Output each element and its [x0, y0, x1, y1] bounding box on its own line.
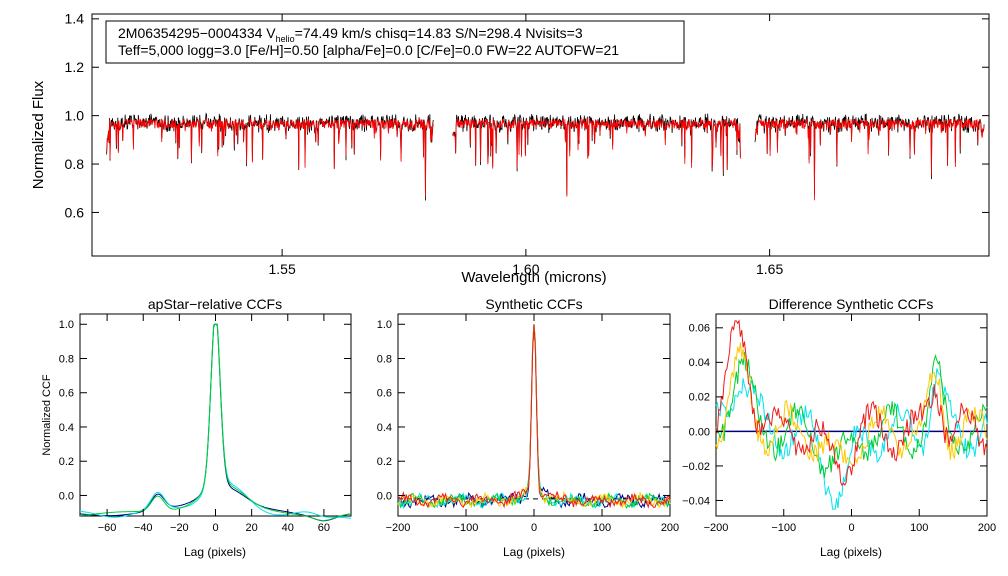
spectrum-y-tick-label: 1.4: [65, 11, 85, 27]
spectrum-y-tick-label: 0.8: [65, 156, 85, 172]
difference-y-tick-label: −0.04: [682, 495, 710, 507]
synthetic-series-5: [397, 324, 671, 509]
synthetic-series-4: [397, 324, 671, 509]
spectrum-axis-ticks: 1.55 1.60 1.65 0.6 0.8 1.0 1.2 1.4: [65, 11, 989, 277]
apstar-series-3: [79, 323, 352, 521]
spectrum-panel: 1.55 1.60 1.65 0.6 0.8 1.0 1.2 1.4 2M06354295−0…: [30, 11, 990, 286]
apstar-axis-ticks: −60 −40 −20 0 20 40 60 0.0 0.2 0.4 0.6 0.8 1.0: [59, 314, 351, 534]
apstar-x-tick-label: 20: [246, 522, 258, 534]
apstar-series-1: [79, 323, 352, 522]
synthetic-series-group: [397, 324, 671, 510]
synthetic-x-tick-label: −100: [454, 522, 479, 534]
apstar-plot-frame: [79, 313, 352, 517]
spectrum-plot-frame: [91, 13, 990, 257]
synthetic-x-tick-label: 0: [531, 522, 537, 534]
difference-axis-ticks: −200 −100 0 100 200 −0.04 −0.02 0.00 0.02 0.04 0.0…: [682, 314, 996, 534]
difference-y-tick-label: 0.00: [689, 426, 710, 438]
synthetic-x-tick-label: 100: [593, 522, 611, 534]
synthetic-title: Synthetic CCFs: [485, 296, 582, 312]
difference-x-tick-label: −100: [771, 522, 796, 534]
apstar-title: apStar−relative CCFs: [148, 296, 282, 312]
apstar-y-tick-label: 0.6: [59, 388, 74, 400]
apstar-x-axis-label: Lag (pixels): [184, 545, 246, 559]
difference-x-tick-label: 200: [978, 522, 996, 534]
spectrum-x-tick-label: 1.55: [269, 261, 296, 277]
difference-x-tick-label: 100: [910, 522, 928, 534]
synthetic-x-axis-label: Lag (pixels): [503, 545, 565, 559]
difference-y-tick-label: 0.06: [689, 323, 710, 335]
synthetic-axis-ticks: −200 −100 0 100 200 0.0 0.2 0.4 0.6 0.8 1.0: [377, 314, 679, 534]
apstar-x-tick-label: −40: [134, 522, 153, 534]
synthetic-y-tick-label: 0.0: [377, 490, 392, 502]
difference-y-tick-label: 0.02: [689, 392, 710, 404]
synthetic-fit-line-chip-2: [452, 118, 741, 197]
info-line-2: Teff=5,000 logg=3.0 [Fe/H]=0.50 [alpha/F…: [118, 42, 619, 58]
synthetic-y-tick-label: 0.2: [377, 456, 392, 468]
synthetic-y-tick-label: 0.8: [377, 353, 392, 365]
difference-plot-frame: [715, 313, 988, 517]
synthetic-x-tick-label: −200: [386, 522, 411, 534]
spectrum-y-tick-label: 0.6: [65, 204, 85, 220]
synthetic-y-tick-label: 0.6: [377, 388, 392, 400]
apstar-x-tick-label: −60: [98, 522, 117, 534]
difference-series-5: [715, 319, 988, 487]
spectrum-x-axis-label: Wavelength (microns): [461, 269, 606, 286]
difference-series-group: [715, 319, 988, 510]
spectrum-y-axis-label: Normalized Flux: [30, 80, 47, 189]
apstar-x-tick-label: −20: [170, 522, 189, 534]
apstar-y-tick-label: 1.0: [59, 319, 74, 331]
synthetic-series-3: [397, 324, 671, 509]
apstar-x-tick-label: 0: [212, 522, 218, 534]
apstar-x-tick-label: 60: [318, 522, 330, 534]
spectrum-y-tick-label: 1.2: [65, 59, 85, 75]
apstar-y-tick-label: 0.2: [59, 456, 74, 468]
difference-y-tick-label: 0.04: [689, 357, 710, 369]
observed-spectrum-line-chip-1: [106, 112, 434, 201]
difference-title: Difference Synthetic CCFs: [769, 296, 934, 312]
apstar-y-tick-label: 0.0: [59, 490, 74, 502]
info-line-1: 2M06354295−0004334 Vhelio=74.49 km/s chi…: [118, 25, 583, 44]
apstar-series-group: [79, 323, 352, 522]
synthetic-fit-line-chip-3: [754, 117, 985, 201]
synthetic-y-tick-label: 0.4: [377, 422, 392, 434]
difference-y-tick-label: −0.02: [682, 461, 710, 473]
spectrum-x-tick-label: 1.65: [756, 261, 783, 277]
apstar-y-axis-label: Normalized CCF: [41, 374, 53, 456]
difference-series-2: [715, 368, 988, 510]
apstar-x-tick-label: 40: [282, 522, 294, 534]
difference-x-tick-label: −200: [704, 522, 729, 534]
difference-series-4: [715, 342, 988, 467]
synthetic-ccf-panel: −200 −100 0 100 200 0.0 0.2 0.4 0.6 0.8 1.0 Synthe…: [377, 296, 679, 559]
difference-series-3: [715, 351, 988, 478]
difference-x-axis-label: Lag (pixels): [820, 545, 882, 559]
apstar-y-tick-label: 0.4: [59, 422, 74, 434]
apstar-y-tick-label: 0.8: [59, 353, 74, 365]
synthetic-series-1: [397, 324, 671, 509]
spectrum-series-group: [106, 112, 985, 201]
synthetic-x-tick-label: 200: [661, 522, 679, 534]
synthetic-y-tick-label: 1.0: [377, 319, 392, 331]
difference-x-tick-label: 0: [848, 522, 854, 534]
apstar-ccf-panel: −60 −40 −20 0 20 40 60 0.0 0.2 0.4 0.6 0.8 1.0 apSta…: [41, 296, 352, 559]
spectrum-y-tick-label: 1.0: [65, 108, 85, 124]
info-box: [105, 20, 685, 64]
difference-ccf-panel: −200 −100 0 100 200 −0.04 −0.02 0.00 0.02 0.04 0.0…: [682, 296, 996, 559]
synthetic-fit-line-chip-1: [106, 117, 434, 197]
apstar-series-2: [79, 323, 352, 519]
synthetic-plot-frame: [397, 313, 671, 517]
synthetic-series-2: [397, 324, 671, 510]
spectrum-x-tick-label: 1.60: [512, 261, 539, 277]
